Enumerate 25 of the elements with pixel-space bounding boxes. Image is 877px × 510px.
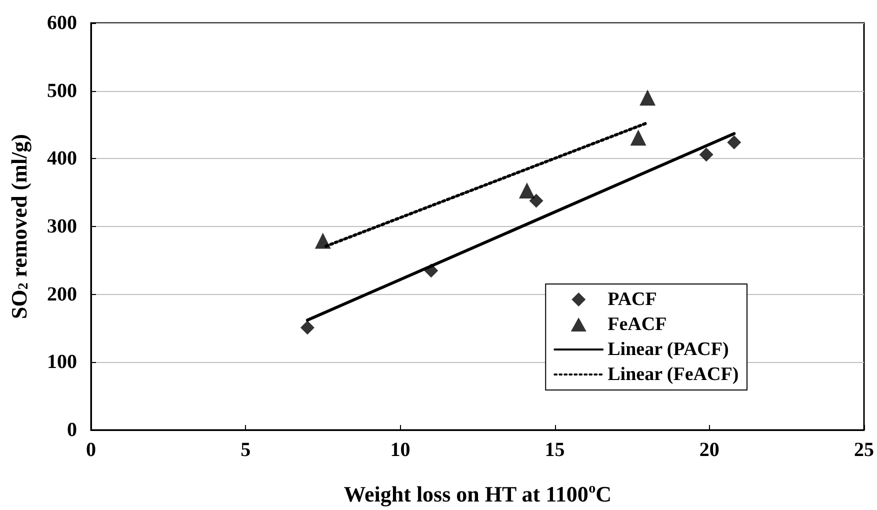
y-tick-label: 400: [47, 148, 77, 170]
point: [518, 182, 535, 199]
x-tick-label: 10: [390, 439, 410, 461]
point: [300, 320, 314, 335]
legend-label: PACF: [608, 289, 657, 310]
point: [699, 148, 714, 162]
x-tick-label: 15: [544, 439, 565, 461]
y-axis-title: SO2 removed (ml/g): [6, 134, 32, 320]
x-tick-label: 20: [699, 439, 720, 461]
x-tick-label: 25: [854, 439, 874, 461]
y-tick-label: 500: [47, 80, 77, 102]
point: [727, 135, 742, 150]
legend-label: Linear (FeACF): [608, 364, 739, 385]
y-tick-label: 0: [67, 419, 77, 441]
point: [640, 90, 656, 106]
y-tick-label: 200: [47, 283, 77, 306]
legend-label: Linear (PACF): [608, 339, 729, 360]
x-tick-label: 0: [86, 439, 96, 461]
y-tick-label: 600: [47, 12, 77, 34]
point: [630, 130, 646, 146]
y-tick-label: 300: [47, 216, 77, 238]
x-tick-label: 5: [240, 439, 251, 461]
y-tick-label: 100: [47, 351, 77, 374]
legend-label: FeACF: [608, 314, 667, 335]
point: [529, 194, 544, 208]
